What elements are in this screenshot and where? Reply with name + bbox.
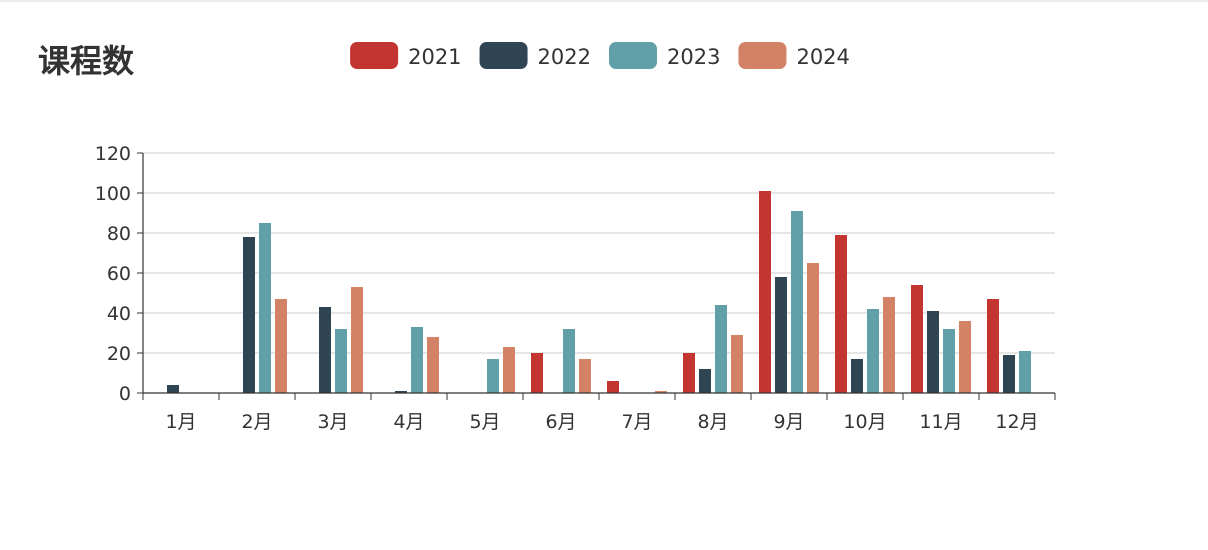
y-tick-label: 80 [107, 223, 131, 245]
legend-swatch-2021[interactable] [350, 42, 399, 69]
bar-2024-7[interactable] [655, 391, 667, 393]
x-tick-label: 3月 [317, 411, 348, 433]
legend-swatch-2024[interactable] [738, 42, 787, 69]
legend-label-2024: 2024 [796, 45, 849, 69]
y-tick-label: 40 [107, 303, 131, 325]
bar-2022-1[interactable] [167, 385, 179, 393]
bar-2024-2[interactable] [275, 299, 287, 393]
bar-2022-3[interactable] [319, 307, 331, 393]
x-tick-label: 9月 [773, 411, 804, 433]
bar-2024-11[interactable] [959, 321, 971, 393]
bar-2021-8[interactable] [683, 353, 695, 393]
y-tick-label: 0 [119, 383, 131, 405]
bar-2023-6[interactable] [563, 329, 575, 393]
bars [167, 191, 1031, 393]
x-tick-label: 7月 [621, 411, 652, 433]
top-divider [0, 0, 1208, 2]
bar-2024-4[interactable] [427, 337, 439, 393]
bar-2023-8[interactable] [715, 305, 727, 393]
bar-2021-9[interactable] [759, 191, 771, 393]
bar-2023-11[interactable] [943, 329, 955, 393]
bar-2022-4[interactable] [395, 391, 407, 393]
legend: 2021 2022 2023 2024 [350, 42, 850, 69]
legend-swatch-2023[interactable] [609, 42, 657, 69]
bar-2021-11[interactable] [911, 285, 923, 393]
bar-2022-9[interactable] [775, 277, 787, 393]
bar-2023-12[interactable] [1019, 351, 1031, 393]
x-tick-label: 11月 [919, 411, 962, 433]
bar-2024-6[interactable] [579, 359, 591, 393]
bar-2021-12[interactable] [987, 299, 999, 393]
bar-2024-10[interactable] [883, 297, 895, 393]
bar-2023-5[interactable] [487, 359, 499, 393]
bar-2024-3[interactable] [351, 287, 363, 393]
gridlines [143, 152, 1055, 354]
bar-2024-8[interactable] [731, 335, 743, 393]
bar-2022-12[interactable] [1003, 355, 1015, 393]
legend-swatch-2022[interactable] [479, 42, 528, 69]
x-tick-label: 6月 [545, 411, 576, 433]
x-tick-label: 5月 [469, 411, 500, 433]
y-tick-label: 120 [95, 143, 131, 165]
x-tick-label: 2月 [241, 411, 272, 433]
y-tick-label: 60 [107, 263, 131, 285]
bar-2024-5[interactable] [503, 347, 515, 393]
legend-label-2023: 2023 [667, 45, 720, 69]
legend-label-2021: 2021 [408, 45, 461, 69]
bar-2021-7[interactable] [607, 381, 619, 393]
x-tick-label: 1月 [165, 411, 196, 433]
bar-2021-6[interactable] [531, 353, 543, 393]
axes: 0 20 40 60 80 100 120 1月 2月 3月 4月 5月 6月 7月 8月 9月 10月 11月 1… [95, 143, 1056, 433]
chart-title: 课程数 [38, 42, 135, 80]
x-tick-label: 4月 [393, 411, 424, 433]
bar-2022-2[interactable] [243, 237, 255, 393]
bar-2023-2[interactable] [259, 223, 271, 393]
bar-2023-3[interactable] [335, 329, 347, 393]
bar-2022-8[interactable] [699, 369, 711, 393]
x-tick-label: 10月 [843, 411, 886, 433]
legend-label-2022: 2022 [538, 45, 591, 69]
x-tick-label: 8月 [697, 411, 728, 433]
y-tick-label: 100 [95, 183, 131, 205]
bar-2023-4[interactable] [411, 327, 423, 393]
x-tick-label: 12月 [995, 411, 1038, 433]
bar-2023-10[interactable] [867, 309, 879, 393]
bar-2022-10[interactable] [851, 359, 863, 393]
bar-2021-10[interactable] [835, 235, 847, 393]
bar-2024-9[interactable] [807, 263, 819, 393]
bar-2022-11[interactable] [927, 311, 939, 393]
y-tick-label: 20 [107, 343, 131, 365]
bar-2023-9[interactable] [791, 211, 803, 393]
